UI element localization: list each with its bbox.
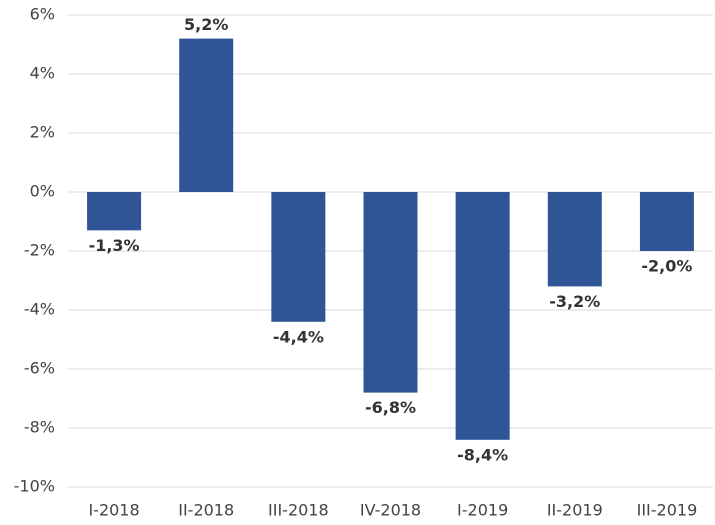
bar xyxy=(639,192,694,251)
bar xyxy=(363,192,418,393)
value-label: -8,4% xyxy=(457,445,508,464)
x-tick-label: II-2019 xyxy=(547,501,603,520)
x-tick-label: I-2019 xyxy=(457,501,508,520)
y-tick-label: 6% xyxy=(30,5,55,24)
value-label: -1,3% xyxy=(89,236,140,255)
y-tick-label: -2% xyxy=(24,241,55,260)
value-label: -3,2% xyxy=(549,292,600,311)
bar xyxy=(179,38,234,192)
y-tick-label: -4% xyxy=(24,300,55,319)
value-label: 5,2% xyxy=(184,15,228,34)
x-tick-label: I-2018 xyxy=(88,501,139,520)
value-label: -6,8% xyxy=(365,398,416,417)
bar xyxy=(271,192,326,322)
y-tick-label: 0% xyxy=(30,182,55,201)
value-label: -2,0% xyxy=(641,257,692,276)
y-tick-label: -8% xyxy=(24,418,55,437)
value-label: -4,4% xyxy=(273,327,324,346)
y-tick-label: 4% xyxy=(30,64,55,83)
bar xyxy=(87,192,142,231)
x-tick-label: II-2018 xyxy=(178,501,234,520)
y-tick-label: -6% xyxy=(24,359,55,378)
y-tick-label: 2% xyxy=(30,123,55,142)
bar xyxy=(547,192,602,287)
x-tick-label: IV-2018 xyxy=(360,501,421,520)
y-tick-label: -10% xyxy=(14,477,55,496)
bar xyxy=(455,192,510,440)
x-tick-label: III-2018 xyxy=(268,501,329,520)
x-tick-label: III-2019 xyxy=(637,501,698,520)
